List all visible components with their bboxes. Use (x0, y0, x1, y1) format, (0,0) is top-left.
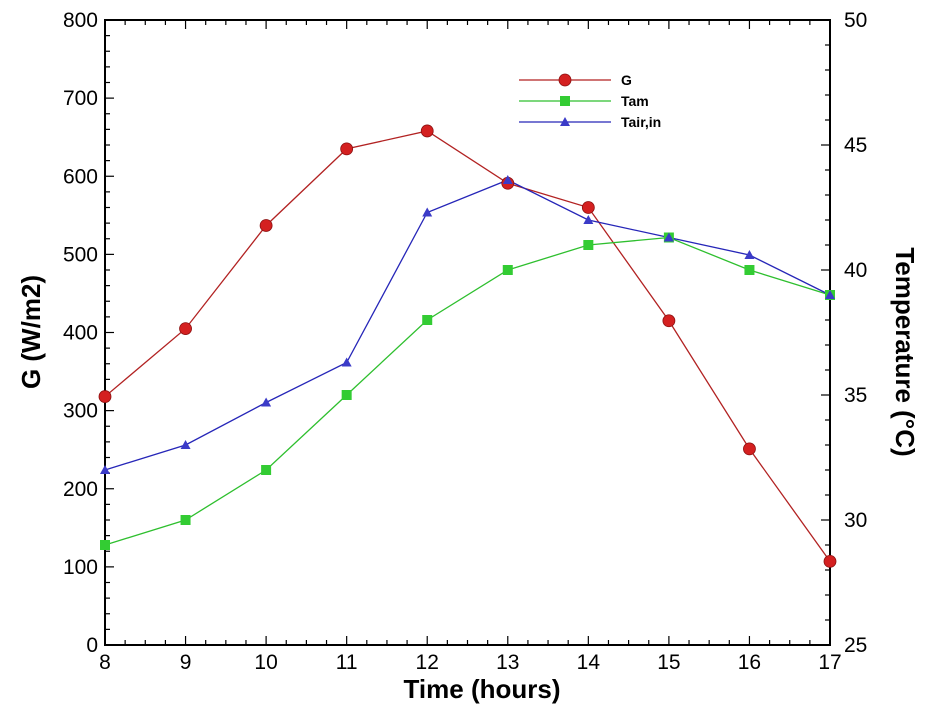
data-point-tair-in (502, 175, 513, 184)
legend-label-g: G (621, 72, 632, 88)
series-line-g (104, 130, 831, 562)
y2-tick-label: 45 (844, 134, 867, 157)
series-line-tam (104, 236, 831, 546)
legend-marker-g (558, 73, 572, 87)
y-tick-label: 600 (63, 165, 98, 188)
x-axis-title: Time (hours) (404, 674, 561, 704)
legend-label-tam: Tam (621, 93, 649, 109)
x-tick-label: 8 (99, 651, 111, 674)
x-tick-label: 14 (577, 651, 601, 674)
x-tick-label: 9 (180, 651, 192, 674)
x-axis-ticks: 8 9 10 11 12 13 14 15 16 17 (99, 20, 842, 674)
data-point-tam (744, 265, 755, 275)
series-lines (104, 130, 831, 562)
data-point-tam (502, 265, 513, 275)
legend: G Tam Tair,in (519, 72, 661, 130)
data-point-tair-in (180, 440, 191, 449)
y-tick-label: 500 (63, 243, 98, 266)
y-tick-label: 400 (63, 322, 98, 345)
data-point-tair-in (825, 290, 835, 299)
data-point-tair-in (261, 397, 272, 407)
data-point-tam (261, 465, 272, 475)
x-tick-label: 17 (818, 651, 841, 674)
data-point-g (420, 124, 434, 138)
y-tick-label: 300 (63, 400, 98, 423)
data-point-g (179, 322, 192, 335)
y2-axis-ticks: 25 30 35 40 45 50 (821, 9, 867, 657)
data-point-g (259, 219, 273, 232)
x-tick-label: 13 (496, 651, 519, 674)
y-axis-ticks: 0 100 200 300 400 500 600 700 800 (63, 9, 114, 657)
legend-marker-tam (560, 96, 570, 106)
data-point-g (823, 555, 837, 568)
data-point-tair-in (744, 250, 755, 259)
data-point-g (98, 390, 112, 403)
series-line-tair-in (104, 179, 831, 471)
data-point-tam (180, 515, 191, 525)
series-markers (98, 124, 837, 568)
x-tick-label: 10 (254, 651, 277, 674)
data-point-tair-in (100, 465, 110, 474)
y-tick-label: 0 (86, 634, 98, 657)
y2-tick-label: 35 (844, 384, 867, 407)
data-point-tam (100, 540, 110, 550)
y2-tick-label: 25 (844, 634, 867, 657)
plot-frame (104, 19, 831, 646)
y-tick-label: 800 (63, 9, 98, 32)
x-tick-label: 11 (336, 651, 358, 674)
data-point-tair-in (583, 215, 594, 224)
legend-marker-tair-in (560, 117, 570, 126)
data-point-tair-in (663, 232, 674, 242)
data-point-tair-in (422, 207, 433, 217)
x-tick-label: 16 (738, 651, 761, 674)
data-point-g (581, 201, 595, 214)
data-point-tair-in (341, 357, 352, 367)
data-point-g (340, 142, 354, 156)
data-point-g (743, 442, 756, 456)
data-point-tam (341, 390, 352, 400)
y2-tick-label: 30 (844, 509, 867, 532)
data-point-tam (422, 315, 433, 325)
y2-axis-title: Temperature (°C) (890, 247, 920, 456)
data-point-g (662, 314, 676, 328)
y-tick-label: 100 (63, 556, 98, 579)
y2-tick-label: 50 (844, 9, 867, 32)
legend-label-tair-in: Tair,in (621, 114, 661, 130)
y-tick-label: 200 (63, 478, 98, 501)
x-tick-label: 12 (416, 651, 439, 674)
y-axis-title: G (W/m2) (16, 275, 46, 389)
x-tick-label: 15 (657, 651, 680, 674)
data-point-tam (583, 240, 594, 250)
y2-tick-label: 40 (844, 259, 867, 282)
y-tick-label: 700 (63, 87, 98, 110)
